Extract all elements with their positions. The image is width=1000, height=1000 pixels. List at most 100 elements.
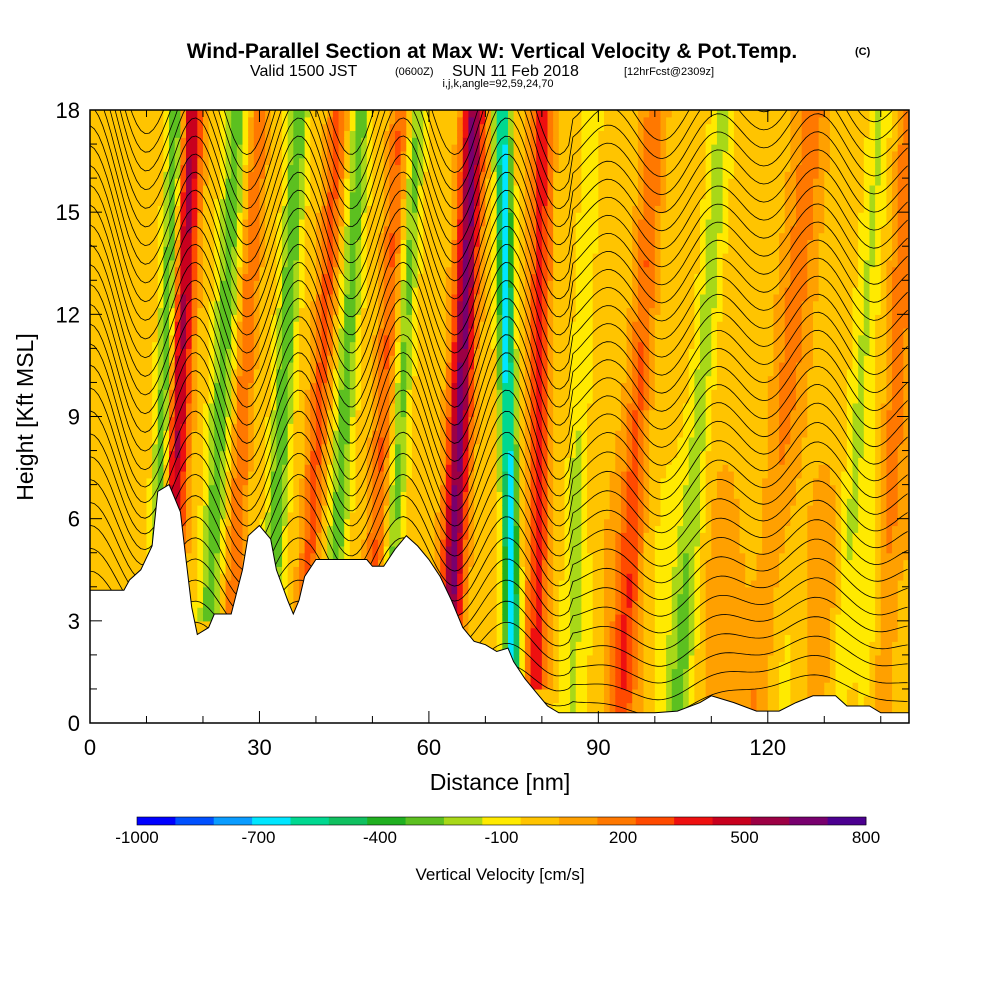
velocity-cell [349, 327, 357, 336]
velocity-cell [191, 246, 198, 254]
velocity-cell [282, 116, 289, 125]
velocity-cell [236, 498, 244, 506]
velocity-cell [315, 205, 323, 213]
velocity-cell [327, 416, 334, 424]
velocity-cell [106, 239, 114, 247]
velocity-cell [106, 368, 114, 377]
velocity-cell [327, 225, 334, 234]
velocity-cell [259, 450, 266, 458]
velocity-cell [270, 293, 277, 302]
velocity-cell [225, 607, 232, 615]
velocity-cell [338, 355, 345, 363]
velocity-cell [191, 375, 198, 384]
velocity-cell [106, 477, 114, 486]
velocity-cell [327, 334, 334, 343]
velocity-cell [186, 375, 193, 384]
velocity-cell [129, 566, 136, 574]
velocity-cell [355, 225, 362, 234]
velocity-cell [315, 314, 323, 322]
velocity-cell [338, 150, 345, 159]
velocity-cell [355, 205, 362, 213]
velocity-cell [338, 464, 345, 472]
velocity-cell [276, 368, 283, 377]
velocity-cell [106, 511, 114, 520]
velocity-cell [282, 416, 289, 424]
velocity-cell [236, 559, 244, 567]
velocity-cell [90, 396, 97, 404]
velocity-cell [95, 334, 102, 343]
velocity-cell [321, 539, 328, 547]
velocity-cell [282, 368, 289, 377]
velocity-cell [310, 443, 317, 452]
velocity-cell [146, 246, 153, 254]
velocity-cell [395, 477, 402, 486]
velocity-cell [332, 307, 340, 315]
velocity-cell [366, 402, 374, 411]
velocity-cell [169, 321, 176, 329]
velocity-cell [95, 450, 102, 458]
velocity-cell [293, 457, 300, 465]
velocity-cell [231, 246, 238, 254]
velocity-cell [282, 130, 289, 138]
velocity-cell [140, 389, 148, 397]
velocity-cell [298, 464, 306, 472]
velocity-cell [186, 184, 193, 193]
velocity-cell [265, 198, 272, 206]
velocity-cell [106, 559, 114, 567]
velocity-cell [202, 607, 210, 615]
velocity-cell [366, 205, 374, 213]
velocity-cell [152, 184, 159, 193]
velocity-cell [106, 273, 114, 281]
velocity-cell [123, 178, 131, 186]
velocity-cell [101, 355, 108, 363]
velocity-cell [180, 464, 187, 472]
velocity-cell [191, 450, 198, 458]
velocity-cell [90, 137, 97, 145]
velocity-cell [157, 205, 165, 213]
velocity-cell [372, 341, 379, 349]
velocity-cell [310, 184, 317, 193]
velocity-cell [248, 253, 255, 261]
velocity-cell [253, 259, 261, 268]
velocity-cell [129, 307, 136, 315]
velocity-cell [327, 246, 334, 254]
velocity-cell [389, 246, 396, 254]
velocity-cell [225, 110, 232, 118]
velocity-cell [90, 443, 97, 452]
velocity-cell [106, 402, 114, 411]
velocity-cell [372, 293, 379, 302]
velocity-cell [310, 178, 317, 186]
velocity-cell [321, 321, 328, 329]
velocity-cell [202, 239, 210, 247]
velocity-cell [219, 150, 227, 159]
velocity-cell [389, 355, 396, 363]
velocity-cell [242, 144, 249, 152]
velocity-cell [135, 396, 142, 404]
velocity-cell [225, 368, 232, 377]
velocity-cell [383, 505, 390, 513]
velocity-cell [231, 430, 238, 438]
velocity-cell [214, 505, 221, 513]
velocity-cell [197, 464, 204, 472]
velocity-cell [315, 191, 323, 200]
velocity-cell [236, 511, 244, 520]
velocity-cell [214, 375, 221, 384]
velocity-cell [389, 545, 396, 554]
velocity-cell [140, 280, 148, 288]
velocity-cell [112, 402, 119, 411]
velocity-cell [231, 470, 238, 479]
velocity-cell [191, 362, 198, 370]
velocity-cell [157, 246, 165, 254]
velocity-cell [259, 436, 266, 445]
velocity-cell [298, 110, 306, 118]
velocity-cell [123, 457, 131, 465]
velocity-cell [321, 171, 328, 179]
velocity-cell [180, 498, 187, 506]
velocity-cell [157, 348, 165, 356]
velocity-cell [152, 396, 159, 404]
velocity-cell [90, 239, 97, 247]
velocity-cell [378, 396, 385, 404]
velocity-cell [259, 402, 266, 411]
velocity-cell [118, 116, 125, 125]
velocity-cell [163, 232, 170, 241]
